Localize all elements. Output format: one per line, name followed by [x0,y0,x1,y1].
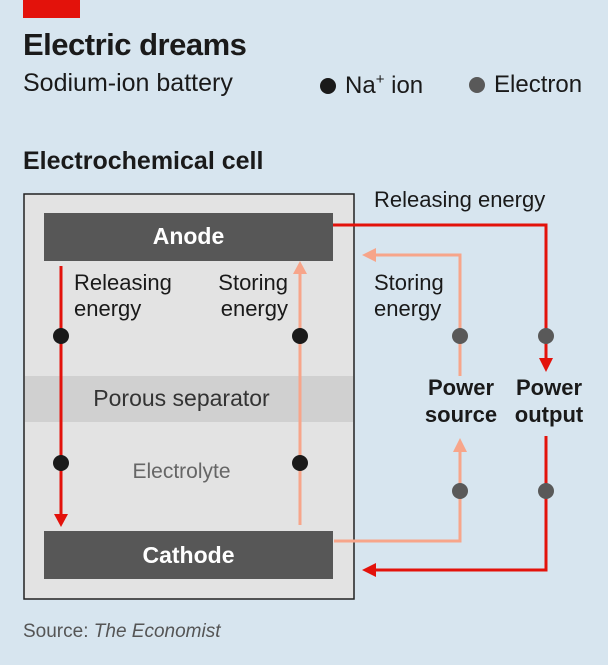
ion-release-arrowhead [54,514,68,527]
legend-item-na-ion: Na+ ion [320,71,423,100]
store-circuit-bottom [334,452,462,543]
electron-dot [452,483,468,499]
power-output-label: Power output [514,375,584,427]
na-ion-dot [292,328,308,344]
electron-dot-icon [469,77,485,93]
na-ion-dot [292,455,308,471]
source-note: Source: The Economist [23,621,221,643]
electron-dot [538,483,554,499]
electron-dot [538,328,554,344]
cell-storing-energy-label: Storing energy [218,270,288,321]
release-circuit-arrowhead-down [539,358,553,372]
source-prefix: Source: [23,621,94,642]
section-title: Electrochemical cell [23,147,264,175]
brand-red-bar [23,0,80,18]
circuit-releasing-energy-label: Releasing energy [374,187,546,212]
store-circuit-arrowhead-left [362,248,376,262]
legend-label-na-ion: Na+ ion [345,71,424,99]
anode-label: Anode [152,223,225,249]
na-ion-dot [53,328,69,344]
porous-separator [25,376,353,422]
legend-item-electron: Electron [469,71,582,99]
source-publication: The Economist [93,621,221,642]
na-ion-dot [53,455,69,471]
separator-label: Porous separator [93,385,270,411]
release-circuit-bottom [376,436,548,572]
release-circuit-top [333,223,548,360]
ion-store-arrowhead [293,261,307,274]
chart-subtitle: Sodium-ion battery [23,69,233,97]
circuit-storing-energy-label: Storing energy [374,270,444,321]
anode [44,213,333,261]
chart-title: Electric dreams [23,27,247,62]
electrolyte-label: Electrolyte [132,460,231,483]
electron-dot [452,328,468,344]
cathode [44,531,333,579]
legend-label-electron: Electron [494,71,583,98]
cathode-label: Cathode [142,542,235,568]
cell-releasing-energy-label: Releasing energy [74,270,172,321]
na-ion-dot-icon [320,77,336,94]
store-circuit-arrowhead-up [453,438,467,452]
power-source-label: Power source [424,375,498,427]
release-circuit-arrowhead-left [362,563,376,577]
